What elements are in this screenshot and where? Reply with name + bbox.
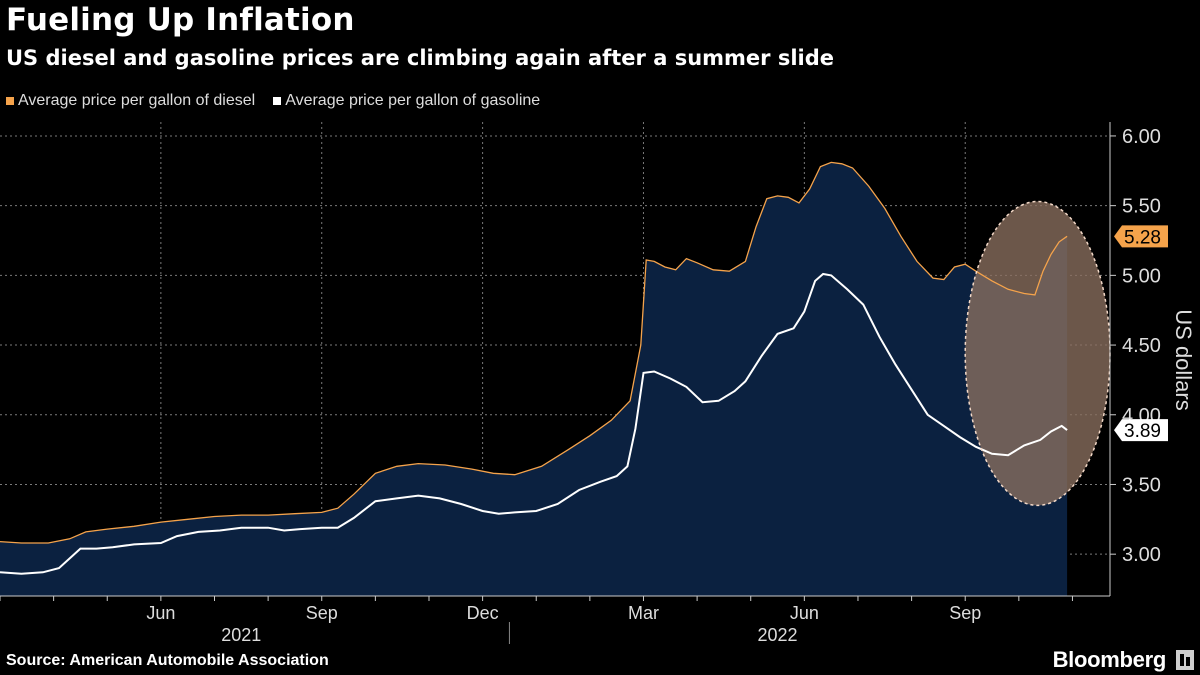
x-tick-label: Jun — [146, 603, 175, 623]
x-tick-label: Sep — [306, 603, 338, 623]
x-tick-label: Dec — [467, 603, 499, 623]
diesel-area-fill — [0, 162, 1068, 596]
bloomberg-logo: Bloomberg — [1052, 647, 1167, 672]
bloomberg-terminal-icon — [1176, 650, 1194, 670]
legend-item-diesel: Average price per gallon of diesel — [6, 92, 255, 110]
legend-item-gasoline: Average price per gallon of gasoline — [273, 92, 540, 110]
legend-label-gasoline: Average price per gallon of gasoline — [285, 92, 541, 109]
diesel-end-label-tag — [1114, 225, 1168, 248]
legend-swatch-gasoline — [273, 97, 282, 105]
legend-label-diesel: Average price per gallon of diesel — [18, 92, 256, 109]
chart-title: Fueling Up Inflation — [6, 2, 355, 38]
diesel-end-label-text: 5.28 — [1124, 227, 1161, 248]
y-tick-label: 5.50 — [1122, 196, 1161, 218]
y-tick-label: 3.00 — [1122, 544, 1161, 566]
legend: Average price per gallon of diesel Avera… — [6, 92, 540, 110]
gasoline-end-label: 3.89 — [1114, 419, 1168, 442]
source-note: Source: American Automobile Association — [6, 652, 329, 669]
diesel-end-label: 5.28 — [1114, 225, 1168, 248]
legend-swatch-diesel — [6, 97, 14, 105]
diesel-line — [0, 161, 1068, 544]
x-tick-label: Sep — [949, 603, 981, 623]
chart-subtitle: US diesel and gasoline prices are climbi… — [6, 46, 834, 70]
x-tick-label: Jun — [790, 603, 819, 623]
y-tick-label: 3.50 — [1122, 474, 1161, 496]
gasoline-end-label-tag — [1114, 419, 1168, 442]
gasoline-line — [0, 272, 1068, 575]
x-year-label: 2021 — [221, 625, 261, 645]
y-tick-label: 4.50 — [1122, 335, 1161, 357]
y-axis-label: US dollars — [1171, 309, 1196, 410]
gasoline-end-label-text: 3.89 — [1124, 421, 1161, 442]
y-tick-label: 5.00 — [1122, 265, 1161, 287]
highlight-ellipse — [965, 201, 1110, 506]
y-tick-label: 6.00 — [1122, 126, 1161, 148]
x-year-label: 2022 — [758, 625, 798, 645]
x-tick-label: Mar — [628, 603, 659, 623]
